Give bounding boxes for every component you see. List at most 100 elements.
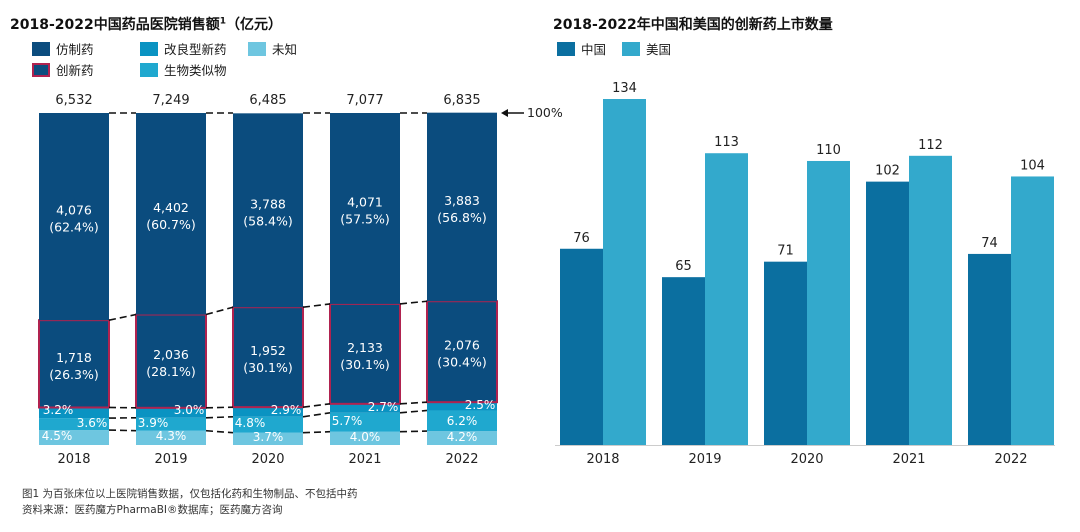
percent-label-generic-2022: (56.8%) (437, 210, 486, 225)
bar-generic-2018 (39, 113, 109, 321)
bar-improved-2020 (233, 407, 303, 417)
bar-unknown-2020 (233, 432, 303, 445)
value-label-usa-2019: 113 (714, 135, 739, 150)
percent-label-generic-2019: (60.7%) (146, 217, 195, 232)
hundred-percent-label: 100% (527, 105, 563, 120)
connector-unknown-0 (108, 429, 137, 432)
bar-improved-2021 (330, 403, 400, 413)
value-label-generic-2018: 4,076 (56, 203, 92, 218)
x-tick-right-2018: 2018 (586, 452, 619, 467)
value-label-usa-2022: 104 (1020, 158, 1045, 173)
connector-unknown-3 (399, 430, 428, 433)
bar-usa-2022 (1011, 176, 1054, 445)
percent-label-improved-2018: 3.2% (43, 403, 74, 417)
bar-unknown-2022 (427, 431, 497, 445)
bar-innovative-2020 (232, 306, 304, 409)
legend-swatch-improved (140, 41, 158, 56)
total-label-2020: 6,485 (249, 93, 286, 108)
legend-innovative: 创新药 (32, 60, 94, 79)
percent-label-improved-2022: 2.5% (465, 398, 496, 412)
bar-innovative-2018 (38, 319, 110, 409)
bar-innovative-2021 (329, 302, 401, 405)
connector-improved-2 (302, 403, 331, 408)
total-label-2022: 6,835 (443, 93, 480, 108)
legend-biosimilar: 生物类似物 (140, 60, 227, 79)
x-tick-2022: 2022 (445, 452, 478, 467)
total-label-2019: 7,249 (152, 93, 189, 108)
percent-label-improved-2021: 2.7% (368, 400, 399, 414)
legend-generic: 仿制药 (32, 39, 94, 58)
legend-swatch-biosimilar (140, 62, 158, 77)
value-label-generic-2019: 4,402 (153, 200, 189, 215)
bar-unknown-2021 (330, 431, 400, 445)
bar-improved-2022 (427, 402, 497, 411)
percent-label-biosimilar-2018: 3.6% (77, 416, 108, 430)
x-tick-right-2019: 2019 (688, 452, 721, 467)
value-label-innovative-2020: 1,952 (250, 343, 286, 358)
connector-innovative-2 (302, 303, 331, 309)
bar-china-2020 (764, 261, 807, 445)
x-tick-2020: 2020 (251, 452, 284, 467)
legend-swatch-generic (32, 41, 50, 56)
value-label-china-2019: 65 (675, 259, 692, 274)
percent-label-unknown-2019: 4.3% (156, 429, 187, 443)
value-label-china-2022: 74 (981, 236, 998, 251)
connector-biosimilar-1 (205, 415, 234, 419)
percent-label-generic-2020: (58.4%) (243, 213, 292, 228)
bar-usa-2018 (603, 99, 646, 445)
bar-innovative-2019 (135, 313, 207, 409)
value-label-china-2018: 76 (573, 231, 590, 246)
value-label-usa-2018: 134 (612, 81, 637, 96)
total-label-2021: 7,077 (346, 93, 383, 108)
bar-biosimilar-2018 (39, 418, 109, 431)
connector-unknown-2 (302, 430, 331, 434)
bar-generic-2019 (136, 113, 206, 315)
legend-swatch-unknown (248, 41, 266, 56)
value-label-innovative-2021: 2,133 (347, 340, 383, 355)
percent-label-unknown-2018: 4.5% (42, 429, 73, 443)
bar-usa-2021 (909, 155, 952, 445)
bar-china-2022 (968, 253, 1011, 445)
percent-label-unknown-2020: 3.7% (253, 430, 284, 444)
percent-label-innovative-2021: (30.1%) (340, 357, 389, 372)
percent-label-innovative-2022: (30.4%) (437, 355, 486, 370)
connector-unknown-1 (205, 429, 234, 434)
value-label-usa-2020: 110 (816, 143, 841, 158)
source-note: 资料来源：医药魔方PharmaBI®数据库；医药魔方咨询 (22, 504, 283, 516)
title-footnote-mark: 1 (219, 16, 227, 27)
x-tick-2018: 2018 (57, 452, 90, 467)
legend-unknown: 未知 (248, 39, 297, 58)
bar-unknown-2018 (39, 430, 109, 445)
bar-innovative-2022 (426, 300, 498, 404)
hundred-arrow-head (501, 109, 508, 117)
percent-label-improved-2019: 3.0% (174, 403, 205, 417)
bar-improved-2018 (39, 407, 109, 419)
value-label-innovative-2018: 1,718 (56, 350, 92, 365)
bar-generic-2022 (427, 112, 497, 302)
value-label-generic-2020: 3,788 (250, 196, 286, 211)
bar-biosimilar-2019 (136, 417, 206, 431)
x-tick-right-2021: 2021 (892, 452, 925, 467)
legend-swatch-innovative (32, 62, 50, 77)
value-label-china-2020: 71 (777, 244, 794, 259)
connector-biosimilar-3 (399, 409, 428, 414)
footnote: 图1 为百张床位以上医院销售数据，仅包括化药和生物制品、不包括中药 (22, 488, 358, 500)
total-label-2018: 6,532 (55, 93, 92, 108)
percent-label-biosimilar-2021: 5.7% (332, 414, 363, 428)
bar-china-2021 (866, 181, 909, 445)
x-tick-2019: 2019 (154, 452, 187, 467)
legend-swatch-china (557, 41, 575, 56)
value-label-generic-2022: 3,883 (444, 193, 480, 208)
x-tick-2021: 2021 (348, 452, 381, 467)
legend-china: 中国 (557, 39, 606, 58)
connector-innovative-1 (205, 306, 234, 316)
right-chart-title: 2018-2022年中国和美国的创新药上市数量 (553, 17, 833, 33)
bar-generic-2020 (233, 113, 303, 308)
percent-label-improved-2020: 2.9% (271, 403, 302, 417)
percent-label-biosimilar-2022: 6.2% (447, 414, 478, 428)
legend-usa: 美国 (622, 39, 671, 58)
percent-label-generic-2018: (62.4%) (49, 220, 98, 235)
x-tick-right-2020: 2020 (790, 452, 823, 467)
bar-usa-2019 (705, 153, 748, 445)
value-label-china-2021: 102 (875, 164, 900, 179)
